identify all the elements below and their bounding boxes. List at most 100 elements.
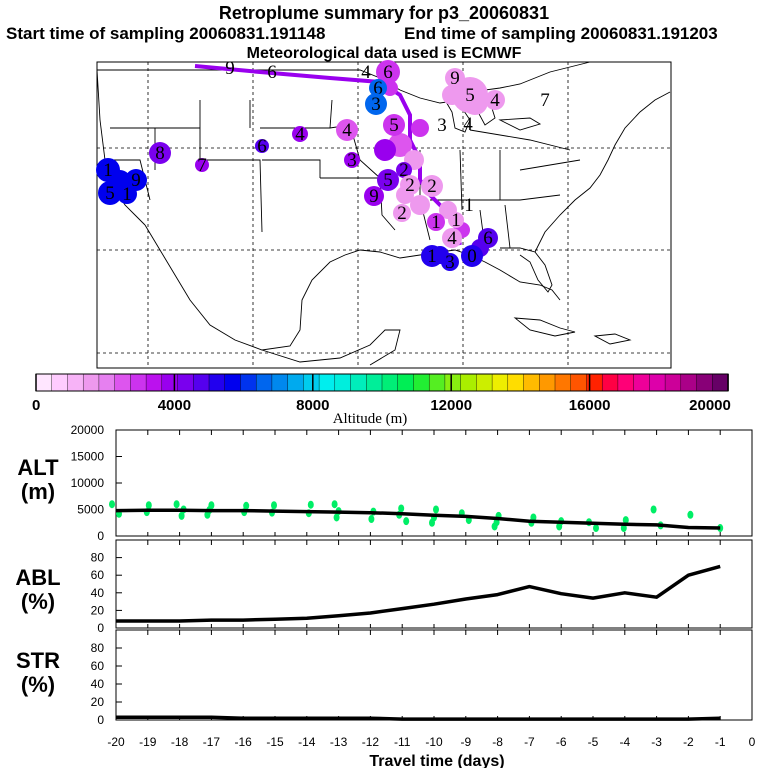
- colorbar-cell: [193, 373, 210, 392]
- altitude-scatter-point: [145, 501, 152, 510]
- cluster-circle: [400, 175, 420, 195]
- sampling-start-time: Start time of sampling 20060831.191148: [6, 24, 326, 43]
- cluster-label: 5: [105, 183, 115, 204]
- cluster-circle: [376, 60, 400, 84]
- cluster-circle: [396, 162, 412, 178]
- altitude-scatter-point: [433, 505, 439, 514]
- cluster-label: 2: [405, 175, 415, 196]
- cluster-label: 1: [464, 195, 474, 216]
- colorbar-cell: [649, 373, 666, 392]
- cluster-label: 3: [371, 94, 381, 115]
- altitude-scatter-point: [398, 504, 405, 513]
- cluster-label: 9: [131, 170, 141, 191]
- time-series-panels: 20000 15000 10000 5000 0 80 60 40 20 0 80 60 40 20 0: [71, 423, 753, 727]
- cluster-label: 5: [389, 115, 399, 136]
- cluster-blob: [411, 119, 429, 137]
- colorbar-cell: [523, 373, 540, 392]
- chart-title: Retroplume summary for p3_20060831: [218, 3, 550, 23]
- panel-frame: [115, 629, 753, 721]
- cluster-circle: [485, 90, 505, 110]
- panel-abl: 80 60 40 20 0: [91, 539, 753, 635]
- cluster-label: 9: [450, 68, 460, 89]
- colorbar-tick-label: 16000: [569, 397, 611, 414]
- altitude-scatter-point: [178, 511, 185, 520]
- colorbar-cell: [397, 373, 415, 392]
- x-axis-ticks: -20 -19 -18 -17 -16 -15 -14 -13 -12 -11 -10 -9 -8 -7-…: [107, 735, 755, 749]
- x-tick-label: -9: [460, 735, 471, 749]
- cluster-label: 4: [463, 114, 473, 135]
- altitude-scatter-point: [109, 500, 115, 509]
- y-tick-label: 40: [91, 586, 105, 600]
- cluster-circle: [364, 186, 384, 206]
- cluster-circle: [452, 77, 488, 113]
- cluster-circle: [98, 181, 122, 205]
- cluster-circle: [255, 139, 269, 153]
- colorbar-cell: [271, 373, 289, 392]
- colorbar-cell: [350, 373, 367, 392]
- colorbar-ticks: 0 4000 8000 12000 16000 20000: [32, 374, 731, 414]
- cluster-label: 2: [427, 176, 437, 197]
- y-tick-label: 15000: [71, 450, 105, 464]
- x-tick-label: -13: [330, 735, 348, 749]
- colorbar-tick-label: 0: [32, 397, 40, 414]
- altitude-scatter-point: [173, 500, 180, 509]
- colorbar-cell: [318, 373, 336, 392]
- panel-frame: [115, 539, 753, 629]
- altitude-scatter-point: [687, 510, 694, 519]
- cluster-label: 9: [225, 58, 235, 79]
- colorbar-cell: [177, 373, 194, 392]
- colorbar-cell: [491, 373, 509, 392]
- alt-axis-label: ALT (m): [17, 455, 59, 504]
- cluster-circle: [421, 245, 443, 267]
- altitude-scatter-point: [491, 522, 498, 531]
- altitude-scatter-point: [368, 515, 375, 524]
- cluster-label: 5: [383, 170, 393, 191]
- cluster-circle: [96, 158, 120, 182]
- cluster-label: 0: [467, 246, 477, 267]
- colorbar-cell: [664, 373, 682, 392]
- x-tick-label: -12: [362, 735, 380, 749]
- colorbar-cell: [35, 373, 53, 392]
- colorbar-cell: [208, 373, 226, 392]
- cluster-circle: [117, 184, 137, 204]
- cluster-label: 3: [437, 115, 447, 136]
- str-axis-label: STR (%): [16, 648, 60, 697]
- colorbar-cell: [224, 373, 242, 392]
- x-tick-label: -14: [298, 735, 316, 749]
- x-tick-label: -1: [715, 735, 726, 749]
- map-frame: [96, 61, 672, 369]
- cluster-circle: [421, 175, 443, 197]
- y-tick-label: 80: [91, 641, 105, 655]
- cluster-label: 6: [373, 78, 383, 99]
- panel-alt: 20000 15000 10000 5000 0: [71, 423, 753, 543]
- colorbar-tick-label: 12000: [430, 397, 472, 414]
- x-axis-title: Travel time (days): [369, 753, 504, 768]
- cluster-label: 5: [465, 85, 475, 106]
- colorbar-cell: [617, 373, 635, 392]
- y-tick-label: 5000: [77, 503, 104, 517]
- cluster-label: 1: [103, 160, 113, 181]
- altitude-scatter-point: [622, 516, 629, 525]
- altitude-scatter-point: [204, 510, 211, 519]
- colorbar-cell: [696, 373, 713, 392]
- altitude-scatter-point: [331, 500, 338, 509]
- y-tick-label: 80: [91, 551, 105, 565]
- altitude-scatter-point: [403, 517, 410, 526]
- y-tick-label: 10000: [71, 476, 105, 490]
- cluster-blob: [374, 139, 396, 161]
- map-graticule: [97, 62, 671, 368]
- cluster-label: 2: [399, 160, 409, 181]
- colorbar-cell: [130, 373, 147, 392]
- y-tick-label: 60: [91, 659, 105, 673]
- altitude-scatter-point: [556, 522, 563, 531]
- altitude-scatter-point: [717, 524, 724, 533]
- y-tick-label: 60: [91, 568, 105, 582]
- cluster-label: 3: [347, 150, 357, 171]
- x-tick-label: 0: [749, 735, 756, 749]
- x-tick-label: -16: [235, 735, 253, 749]
- cluster-circle: [383, 114, 405, 136]
- abl-axis-label: ABL (%): [15, 565, 61, 614]
- altitude-scatter-point: [333, 513, 340, 522]
